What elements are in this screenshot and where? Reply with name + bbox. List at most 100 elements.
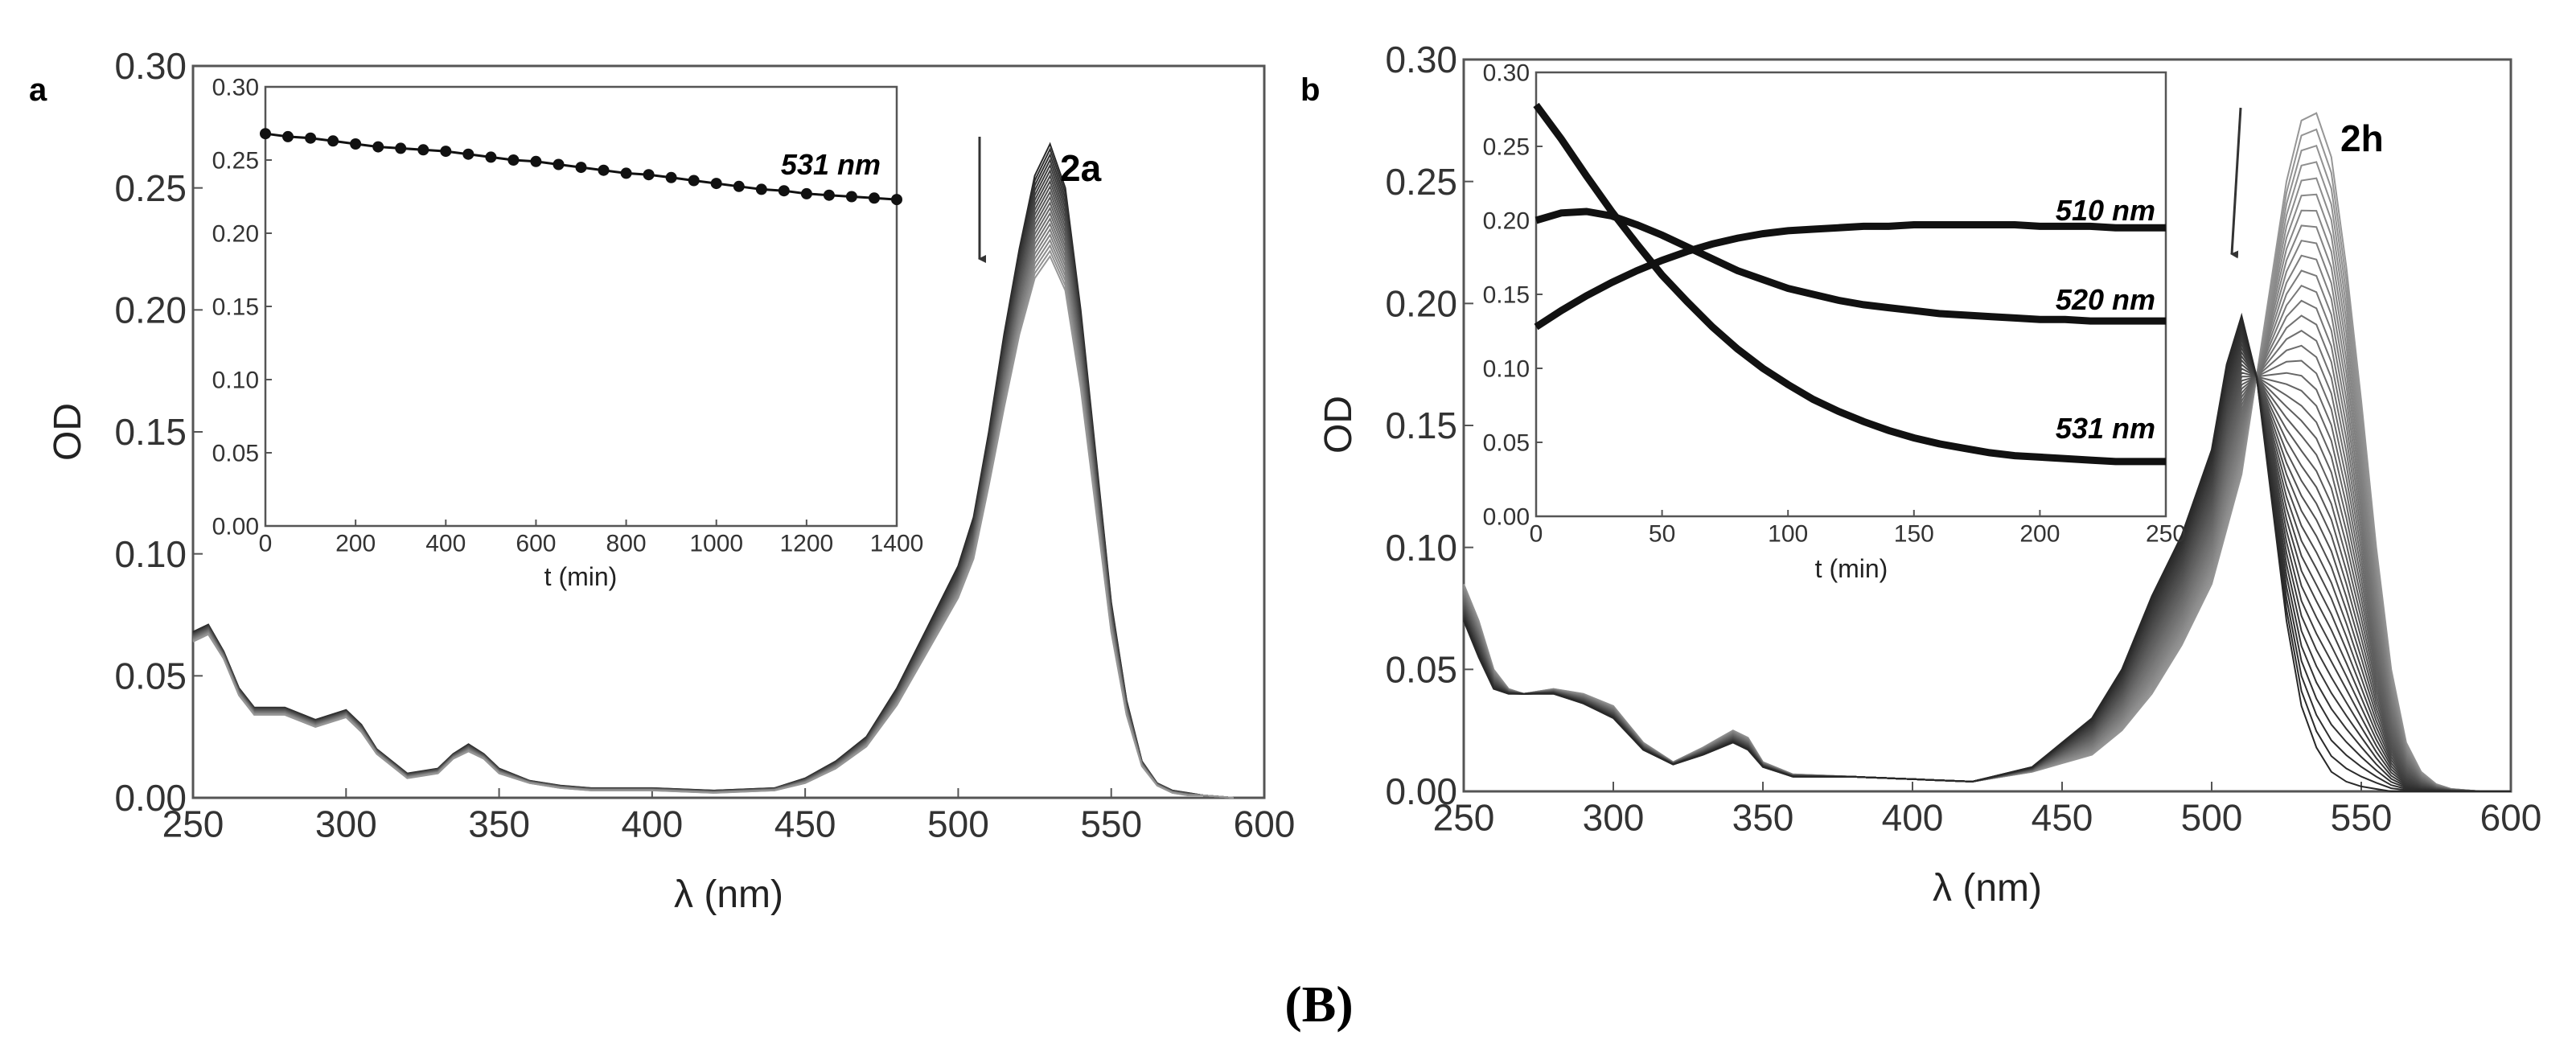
panel-a-inset-point (733, 180, 745, 192)
panel-a-inset-y-tick-label: 0.20 (212, 221, 259, 248)
panel-a-x-tick-label: 350 (468, 803, 530, 844)
panel-b-letter: b (1300, 72, 1320, 108)
panel-b-x-axis-label: λ (nm) (1933, 867, 2042, 910)
panel-a-x-tick-label: 400 (621, 803, 683, 844)
panel-a-y-tick-label: 0.10 (114, 533, 187, 575)
panel-a-inset-point (440, 146, 452, 158)
panel-b-x-tick-label: 500 (2181, 796, 2243, 838)
panel-b-inset-x-tick-label: 50 (1649, 521, 1675, 548)
panel-a-inset-point (755, 183, 767, 195)
panel-a-inset-point (665, 171, 677, 183)
panel-a-inset-x-tick-label: 800 (606, 531, 647, 557)
panel-a-inset-series-label-531: 531 nm (781, 148, 881, 181)
panel-b-x-tick-label: 350 (1732, 796, 1794, 838)
panel-b-inset-y-tick-label: 0.15 (1483, 282, 1530, 309)
panel-a-inset-frame (264, 85, 898, 528)
panel-a-inset-point (507, 154, 520, 166)
panel-b-inset-y-tick-label: 0.05 (1483, 430, 1530, 457)
panel-a-inset-y-tick-label: 0.15 (212, 294, 259, 321)
panel-a-inset-point (643, 169, 655, 181)
panel-a-inset-x-tick-label: 600 (516, 531, 556, 557)
panel-b-y-tick-label: 0.30 (1385, 39, 1457, 80)
panel-b-inset-x-tick-label: 150 (1894, 521, 1934, 548)
panel-a-y-axis-label: OD (47, 403, 89, 461)
panel-a-inset-x-tick-label: 0 (259, 531, 273, 557)
panel-a-inset-point (869, 192, 880, 204)
panel-b-inset-x-tick-label: 200 (2019, 521, 2060, 548)
panel-a-inset-y-tick-label: 0.30 (212, 75, 259, 101)
panel-b-y-tick-label: 0.00 (1385, 770, 1457, 812)
panel-b-x-tick-label: 600 (2480, 796, 2542, 838)
panel-a-inset-point (327, 135, 339, 147)
panel-a-inset: 0.00 0.05 0.10 0.15 0.20 0.25 0.30 0 200 400 600 8… (212, 75, 924, 592)
panel-b-x-tick-label: 300 (1583, 796, 1645, 838)
panel-b-inset-x-tick-label: 100 (1768, 521, 1808, 548)
panel-a: a 0.00 0.05 0.10 0.15 0.20 0.25 0.30 250 300 350… (29, 45, 1295, 916)
panel-a-inset-point (823, 189, 835, 201)
panel-a-inset-point (282, 130, 294, 142)
panel-b-y-tick-label: 0.05 (1385, 648, 1457, 690)
panel-b-inset-y-tick-label: 0.00 (1483, 504, 1530, 531)
panel-b-inset-frame (1535, 71, 2167, 518)
panel-a-y-tick-label: 0.15 (114, 411, 187, 453)
panel-a-inset-point (800, 187, 812, 199)
panel-a-y-tick-label: 0.25 (114, 167, 187, 209)
panel-a-inset-point (598, 164, 610, 176)
panel-b-y-tick-label: 0.10 (1385, 527, 1457, 569)
panel-b-inset-series-label-531: 531 nm (2056, 412, 2155, 445)
panel-b-inset-y-tick-label: 0.25 (1483, 134, 1530, 161)
panel-a-inset-point (688, 175, 700, 187)
panel-a-inset-x-axis-label: t (min) (544, 562, 618, 591)
panel-a-spectrum-curve (192, 254, 1234, 799)
panel-a-inset-y-tick-label: 0.00 (212, 514, 259, 540)
panel-a-inset-x-tick-label: 1000 (689, 531, 743, 557)
panel-a-inset-x-tick-label: 400 (425, 531, 466, 557)
panel-a-inset-point (530, 155, 542, 167)
panel-b-y-tick-label: 0.15 (1385, 405, 1457, 446)
panel-b-inset-x-tick-label: 250 (2146, 521, 2186, 548)
panel-b-y-tick-label: 0.25 (1385, 161, 1457, 203)
panel-a-x-axis-label: λ (nm) (674, 873, 783, 916)
panel-a-inset-point (350, 138, 362, 150)
panel-a-y-tick-label: 0.30 (114, 45, 187, 87)
panel-a-y-tick-label: 0.00 (114, 777, 187, 819)
panel-b-inset-trace-531nm (1533, 102, 2166, 466)
panel-a-inset-y-tick-label: 0.10 (212, 368, 259, 394)
panel-a-letter: a (29, 72, 47, 108)
panel-b-trend-arrow (2230, 107, 2242, 259)
panel-a-y-tick-label: 0.05 (114, 655, 187, 696)
panel-b-compound-label: 2h (2340, 117, 2384, 159)
panel-a-x-tick-label: 300 (315, 803, 377, 844)
panel-b-inset-x-tick-label: 0 (1530, 521, 1543, 548)
panel-a-inset-point (395, 142, 407, 154)
panel-a-x-tick-label: 600 (1234, 803, 1296, 844)
panel-a-x-tick-label: 250 (162, 803, 224, 844)
panel-a-inset-x-tick-label: 1400 (870, 531, 924, 557)
panel-b-x-tick-label: 550 (2331, 796, 2393, 838)
panel-a-inset-x-tick-label: 200 (335, 531, 376, 557)
panel-a-inset-point (372, 141, 384, 153)
panel-a-inset-point (260, 128, 271, 140)
panel-a-inset-point (417, 144, 429, 156)
panel-b-x-tick-label: 250 (1433, 796, 1495, 838)
panel-a-inset-point (620, 167, 632, 179)
panel-a-inset-point (305, 132, 317, 144)
panel-b-inset-x-axis-label: t (min) (1815, 554, 1888, 583)
panel-a-inset-y-tick-label: 0.05 (212, 441, 259, 467)
panel-b-inset-series-label-510: 510 nm (2056, 194, 2155, 227)
panel-b-y-tick-label: 0.20 (1385, 282, 1457, 324)
panel-a-inset-point (845, 191, 857, 203)
panel-a-inset-x-tick-label: 1200 (779, 531, 833, 557)
panel-b-inset: 0.00 0.05 0.10 0.15 0.20 0.25 0.30 0 50 100 150 20… (1483, 60, 2186, 584)
panel-a-inset-point (778, 185, 790, 197)
panel-a-compound-label: 2a (1060, 147, 1102, 189)
panel-a-x-tick-label: 500 (927, 803, 989, 844)
panel-a-y-tick-label: 0.20 (114, 289, 187, 331)
panel-b-x-tick-label: 450 (2032, 796, 2093, 838)
panel-a-x-tick-label: 450 (774, 803, 836, 844)
panel-b: b 0.00 0.05 0.10 0.15 0.20 0.25 0.30 250 300 350… (1300, 39, 2541, 910)
panel-a-inset-point (575, 162, 587, 174)
panel-b-inset-series-label-520: 520 nm (2056, 283, 2155, 316)
panel-a-inset-point (485, 151, 497, 163)
